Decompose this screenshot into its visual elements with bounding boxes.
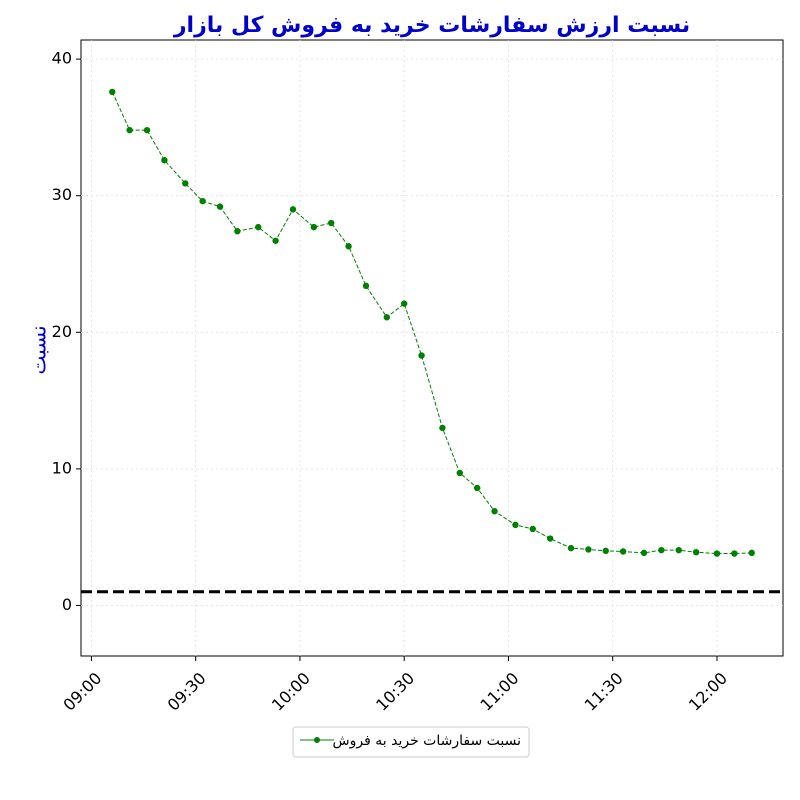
data-point <box>199 197 206 205</box>
data-point <box>567 544 575 552</box>
x-tick-label: 11:00 <box>476 669 522 715</box>
data-point <box>456 469 464 477</box>
data-point <box>692 548 700 556</box>
data-point <box>585 546 592 553</box>
data-point <box>255 223 262 231</box>
data-point <box>109 88 116 96</box>
x-tick-label: 09:00 <box>59 669 105 715</box>
y-tick-label: 0 <box>62 595 72 614</box>
data-point <box>619 548 627 555</box>
y-tick-label: 10 <box>52 458 72 477</box>
x-tick-label: 10:00 <box>268 669 314 715</box>
data-point <box>473 484 481 492</box>
data-point <box>491 508 498 515</box>
data-point <box>216 203 224 210</box>
data-point <box>182 180 189 187</box>
data-point <box>546 535 554 542</box>
data-point <box>602 547 609 555</box>
data-point <box>748 549 755 557</box>
legend-label: نسبت سفارشات خرید به فروش <box>333 733 521 749</box>
x-tick-label: 12:00 <box>685 669 731 715</box>
legend-box <box>292 726 530 758</box>
data-point <box>400 300 408 307</box>
data-point <box>126 126 133 134</box>
x-tick-label: 10:30 <box>372 669 418 715</box>
data-point <box>161 156 168 164</box>
data-point <box>529 525 536 533</box>
series-line <box>111 91 752 555</box>
y-axis-label: نسبت <box>27 325 51 374</box>
y-tick-label: 20 <box>52 322 72 341</box>
legend-marker <box>314 737 320 743</box>
data-point <box>512 521 519 529</box>
data-point <box>362 282 370 290</box>
data-point <box>328 219 335 227</box>
data-point <box>345 243 352 250</box>
data-point <box>272 237 279 244</box>
data-point <box>731 550 738 557</box>
y-tick-label: 40 <box>52 49 72 68</box>
y-tick-label: 30 <box>52 185 72 204</box>
data-point <box>143 126 151 134</box>
data-point <box>658 546 665 554</box>
data-point <box>640 549 648 557</box>
data-point <box>418 352 425 359</box>
chart-title: نسبت ارزش سفارشات خرید به فروش کل بازار <box>173 13 690 38</box>
data-point <box>383 314 391 321</box>
data-point <box>289 206 297 213</box>
data-point <box>675 546 682 554</box>
data-point <box>234 228 241 235</box>
data-point <box>439 424 446 432</box>
x-tick-label: 09:30 <box>164 669 210 715</box>
x-tick-label: 11:30 <box>581 669 627 715</box>
data-point <box>713 550 721 557</box>
data-point <box>310 223 318 231</box>
plot-frame <box>80 39 784 657</box>
